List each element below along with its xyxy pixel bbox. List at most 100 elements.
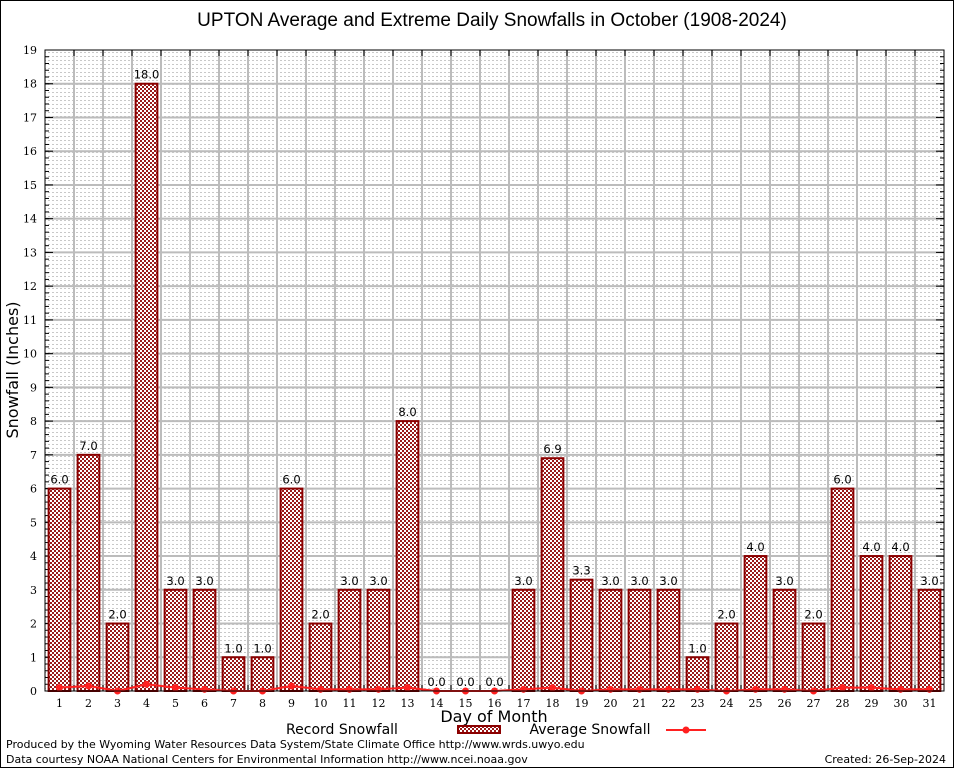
average-snowfall-point bbox=[56, 684, 63, 692]
x-tick-label: 20 bbox=[604, 697, 618, 710]
average-snowfall-point bbox=[549, 684, 556, 692]
average-snowfall-point bbox=[172, 684, 179, 692]
x-tick-label: 30 bbox=[894, 697, 908, 710]
average-snowfall-point bbox=[839, 684, 846, 692]
average-snowfall-point bbox=[665, 685, 672, 693]
average-snowfall-point bbox=[926, 685, 933, 693]
x-tick-label: 25 bbox=[749, 697, 763, 710]
bar-value-label: 3.0 bbox=[775, 574, 793, 588]
x-tick-label: 31 bbox=[923, 697, 937, 710]
bar-value-label: 4.0 bbox=[862, 540, 880, 554]
average-snowfall-point bbox=[143, 680, 150, 688]
x-tick-label: 12 bbox=[372, 697, 386, 710]
y-tick-label: 9 bbox=[30, 381, 37, 394]
average-snowfall-point bbox=[781, 685, 788, 693]
bar-value-label: 3.0 bbox=[514, 574, 532, 588]
bar-value-label: 1.0 bbox=[224, 641, 242, 655]
legend-average-marker bbox=[682, 726, 690, 734]
bar-value-label: 1.0 bbox=[688, 641, 706, 655]
y-tick-label: 16 bbox=[23, 145, 37, 158]
bar-value-label: 0.0 bbox=[427, 675, 445, 689]
record-bar bbox=[569, 578, 594, 692]
y-tick-label: 10 bbox=[23, 348, 37, 361]
y-tick-label: 6 bbox=[30, 483, 37, 496]
y-tick-label: 12 bbox=[23, 280, 37, 293]
y-tick-label: 2 bbox=[30, 618, 37, 631]
legend-record-label: Record Snowfall bbox=[286, 722, 398, 738]
bar-value-label: 8.0 bbox=[398, 405, 416, 419]
record-bar bbox=[656, 588, 681, 693]
bar-value-label: 2.0 bbox=[108, 608, 126, 622]
y-tick-label: 17 bbox=[23, 111, 37, 124]
x-tick-label: 28 bbox=[836, 697, 850, 710]
record-bar bbox=[279, 487, 304, 692]
y-tick-label: 5 bbox=[30, 516, 37, 529]
record-bar bbox=[366, 588, 391, 693]
x-tick-label: 11 bbox=[343, 697, 357, 710]
bar-value-label: 3.0 bbox=[340, 574, 358, 588]
x-tick-label: 6 bbox=[201, 697, 208, 710]
bar-value-label: 1.0 bbox=[253, 641, 271, 655]
bar-value-label: 3.0 bbox=[601, 574, 619, 588]
y-tick-label: 15 bbox=[23, 179, 37, 192]
x-tick-label: 23 bbox=[691, 697, 705, 710]
average-snowfall-point bbox=[868, 684, 875, 692]
record-bar bbox=[888, 555, 913, 692]
bar-value-label: 3.0 bbox=[630, 574, 648, 588]
x-tick-label: 18 bbox=[546, 697, 560, 710]
x-tick-label: 19 bbox=[575, 697, 589, 710]
x-tick-label: 24 bbox=[720, 697, 734, 710]
average-snowfall-point bbox=[520, 685, 527, 693]
bar-value-label: 3.0 bbox=[659, 574, 677, 588]
record-bar bbox=[250, 656, 275, 693]
x-axis-label: Day of Month bbox=[440, 707, 547, 726]
record-bar bbox=[308, 622, 333, 692]
bar-value-label: 6.0 bbox=[833, 473, 851, 487]
legend-record-swatch bbox=[457, 725, 501, 734]
bar-value-label: 3.0 bbox=[369, 574, 387, 588]
y-tick-label: 13 bbox=[23, 246, 37, 259]
plot-border bbox=[44, 49, 945, 692]
record-bar bbox=[743, 555, 768, 692]
bar-value-label: 4.0 bbox=[746, 540, 764, 554]
bar-value-label: 0.0 bbox=[456, 675, 474, 689]
average-snowfall-point bbox=[375, 685, 382, 693]
record-bar bbox=[76, 453, 101, 692]
x-tick-label: 21 bbox=[633, 697, 647, 710]
average-snowfall-point bbox=[317, 685, 324, 693]
legend-average-label: Average Snowfall bbox=[529, 722, 650, 738]
record-bar bbox=[917, 588, 942, 693]
bar-value-label: 2.0 bbox=[804, 608, 822, 622]
average-snowfall-point bbox=[404, 684, 411, 692]
x-tick-label: 13 bbox=[401, 697, 415, 710]
record-bar bbox=[134, 82, 159, 693]
average-snowfall-point bbox=[85, 682, 92, 690]
x-tick-label: 27 bbox=[807, 697, 821, 710]
y-tick-label: 19 bbox=[23, 44, 37, 57]
average-snowfall-point bbox=[346, 685, 353, 693]
x-tick-label: 4 bbox=[143, 697, 150, 710]
footer-created: Created: 26-Sep-2024 bbox=[825, 753, 946, 766]
y-axis-label: Snowfall (Inches) bbox=[3, 301, 22, 438]
average-snowfall-point bbox=[607, 685, 614, 693]
x-tick-label: 10 bbox=[314, 697, 328, 710]
bar-value-label: 6.0 bbox=[50, 473, 68, 487]
bar-value-label: 6.0 bbox=[282, 473, 300, 487]
x-tick-label: 29 bbox=[865, 697, 879, 710]
plot-area: 0123456789101112131415161718196.07.02.01… bbox=[23, 44, 945, 710]
record-bar bbox=[105, 622, 130, 692]
bar-value-label: 2.0 bbox=[717, 608, 735, 622]
bar-value-label: 4.0 bbox=[891, 540, 909, 554]
bar-value-label: 18.0 bbox=[134, 68, 160, 82]
record-bar bbox=[221, 656, 246, 693]
record-bar bbox=[337, 588, 362, 693]
record-bar bbox=[192, 588, 217, 693]
bar-value-label: 6.9 bbox=[543, 442, 561, 456]
y-tick-label: 4 bbox=[30, 550, 37, 563]
bar-value-label: 3.0 bbox=[166, 574, 184, 588]
bar-value-label: 3.0 bbox=[195, 574, 213, 588]
y-tick-label: 8 bbox=[30, 415, 37, 428]
x-tick-label: 17 bbox=[517, 697, 531, 710]
y-tick-label: 1 bbox=[30, 651, 37, 664]
